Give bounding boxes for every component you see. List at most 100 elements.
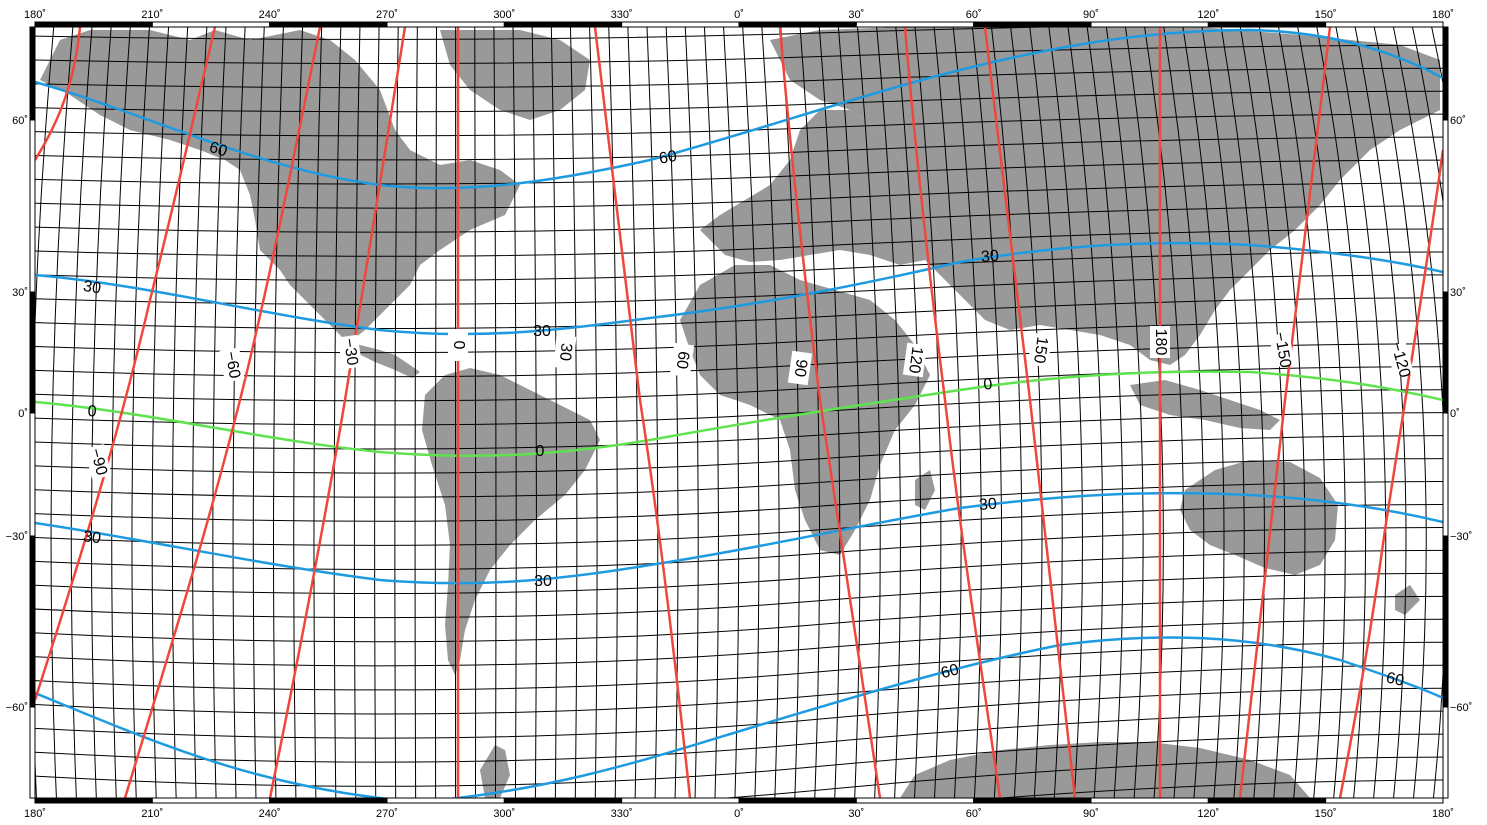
graticule-meridian [111,27,131,798]
frame-tick-top [269,21,388,28]
graticule-meridian [933,27,962,798]
graticule-meridian [512,27,517,798]
graticule-parallel [35,44,1443,65]
frame-tick-left [29,26,36,121]
frame-tick-left [29,119,36,293]
graticule-meridian [1086,27,1124,798]
graticule-parallel [35,504,1443,546]
graticule-parallel [35,159,1443,185]
latitude-contour-line [35,241,1443,336]
contour-labels: 60 60 30 30 30 0 0 0 30 30 30 60 60 −90 −60 −30 0 30 60 90 1… [82,139,1414,690]
graticule-meridian [394,27,399,798]
graticule-parallel [35,664,1443,715]
graticule-meridian [374,27,380,798]
graticule-meridian [273,27,284,798]
graticule-parallel [35,435,1443,474]
graticule-meridian [589,27,598,798]
bottom-longitude-label: 210˚ [141,808,163,820]
left-latitude-label: 60˚ [12,115,28,127]
graticule-grid [35,27,1443,798]
graticule-parallel [35,526,1443,570]
graticule-meridian [1029,27,1063,798]
graticule-meridian [70,27,93,798]
graticule-meridian [1392,27,1443,798]
graticule-meridian [1278,27,1326,798]
graticule-parallel [35,412,1443,450]
graticule-meridian [895,27,922,798]
latitude-contour-label: 0 [87,403,97,421]
longitude-contour-line [778,27,882,798]
frame-tick-right [1442,119,1449,293]
landmass-asia [770,27,1440,365]
frame-tick-bottom [738,797,857,804]
frame-tick-right [1442,706,1449,799]
bottom-longitude-label: 120˚ [1197,808,1219,820]
right-latitude-label: 30˚ [1450,287,1466,299]
graticule-meridian [333,27,342,798]
frame-tick-bottom [621,797,740,804]
landmass-new-zealand [1395,585,1420,615]
frame-tick-bottom [269,797,388,804]
frame-tick-bottom [151,797,271,804]
graticule-parallel [35,572,1443,619]
frame-tick-top [386,21,505,28]
latitude-contour-label: 60 [658,148,679,168]
top-longitude-label: 240˚ [259,9,281,21]
top-longitude-label: 210˚ [141,9,163,21]
frame-tick-left [29,535,36,708]
frame-tick-right [1442,412,1449,537]
right-latitude-label: 60˚ [1450,115,1466,127]
landmass-central-america [340,335,420,378]
latitude-contour-label: 30 [978,495,997,514]
graticule-parallel [35,27,1070,40]
frame-tick-top [151,21,271,28]
frame-tick-bottom [386,797,505,804]
right-latitude-label: −60˚ [1450,702,1472,714]
graticule-parallel [35,90,1443,113]
bottom-longitude-label: 150˚ [1315,808,1337,820]
graticule-meridian [474,27,477,798]
graticule-meridian [232,27,246,798]
frame-tick-top [738,21,857,28]
axis-labels: 180˚ 210˚ 240˚ 270˚ 300˚ 330˚ 0˚ 30˚ 60˚ 90˚ 120˚ 1… [6,9,1473,820]
graticule-parallel [35,251,1443,281]
graticule-parallel [35,205,1443,233]
graticule-meridian [1010,27,1043,798]
latitude-contour-line [35,28,1443,190]
graticule-meridian [914,27,942,798]
longitude-contour-label: 150 [1030,336,1051,365]
bottom-longitude-label: 60˚ [966,808,982,820]
bottom-longitude-label: 270˚ [376,808,398,820]
graticule-meridian [761,27,780,798]
top-longitude-label: 180˚ [1432,9,1454,21]
graticule-parallel [35,549,1443,595]
graticule-parallel [35,389,1443,426]
latitude-contour-label: 60 [207,139,229,161]
graticule-meridian [313,27,323,798]
frame-tick-top [973,21,1092,28]
graticule-meridian [1220,27,1265,798]
bottom-longitude-label: 330˚ [611,808,633,820]
top-longitude-label: 0˚ [734,9,744,21]
frame-tick-right [1442,535,1449,708]
left-latitude-label: 30˚ [12,287,28,299]
frame-tick-bottom [503,797,623,804]
graticule-parallel [994,779,1443,798]
graticule-parallel [35,274,1443,305]
graticule-parallel [35,113,1443,137]
graticule-meridian [684,27,699,798]
graticule-meridian [1258,27,1306,798]
latitude-contour-label: 60 [939,661,961,682]
bottom-longitude-label: 30˚ [848,808,864,820]
graticule-parallel [35,458,1443,498]
left-latitude-label: −60˚ [6,702,28,714]
frame-tick-right [1442,291,1449,414]
bottom-longitude-label: 90˚ [1083,808,1099,820]
frame-tick-bottom [855,797,975,804]
frame-tick-bars [29,21,1449,804]
frame-tick-bottom [1207,797,1327,804]
graticule-meridian [837,27,861,798]
top-longitude-label: 300˚ [493,9,515,21]
longitude-contour-line [35,27,217,701]
